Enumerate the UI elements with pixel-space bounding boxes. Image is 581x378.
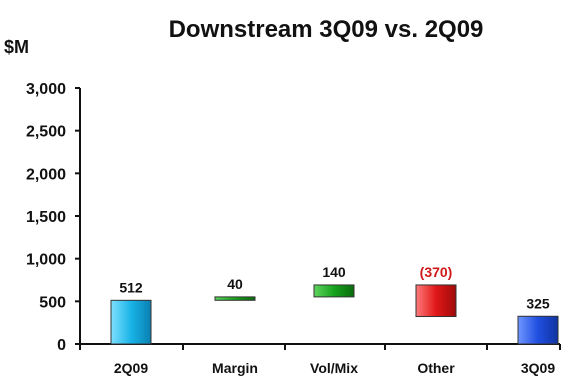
bars bbox=[110, 284, 559, 345]
y-tick-label: 0 bbox=[57, 337, 66, 354]
x-tick-label: 2Q09 bbox=[114, 360, 148, 376]
chart-title: Downstream 3Q09 vs. 2Q09 bbox=[169, 16, 484, 43]
y-tick-label: 1,500 bbox=[26, 209, 66, 226]
bar-vol-mix bbox=[313, 284, 355, 298]
y-tick-label: 3,000 bbox=[26, 81, 66, 98]
x-tick-label: Other bbox=[417, 360, 455, 376]
data-label: 140 bbox=[322, 264, 346, 280]
data-label: (370) bbox=[420, 264, 453, 280]
y-tick-label: 2,000 bbox=[26, 166, 66, 183]
data-label: 512 bbox=[119, 279, 143, 295]
bar-other bbox=[415, 284, 457, 318]
x-tick-label: 3Q09 bbox=[521, 360, 555, 376]
data-label: 40 bbox=[227, 276, 243, 292]
x-tick-label: Vol/Mix bbox=[310, 360, 358, 376]
bar-3q09 bbox=[517, 315, 559, 345]
y-tick-label: 1,000 bbox=[26, 252, 66, 269]
bar-2q09 bbox=[110, 299, 152, 345]
data-label: 325 bbox=[526, 295, 550, 311]
y-tick-label: 2,500 bbox=[26, 124, 66, 141]
axes: 0 500 1,000 1,500 2,000 2,500 3,000 2Q09 Margin V… bbox=[26, 81, 561, 376]
data-labels: 512 40 140 (370) 325 bbox=[119, 264, 550, 311]
bar-margin bbox=[214, 296, 256, 301]
y-tick-label: 500 bbox=[39, 294, 66, 311]
x-tick-label: Margin bbox=[212, 360, 258, 376]
unit-label: $M bbox=[4, 37, 29, 57]
